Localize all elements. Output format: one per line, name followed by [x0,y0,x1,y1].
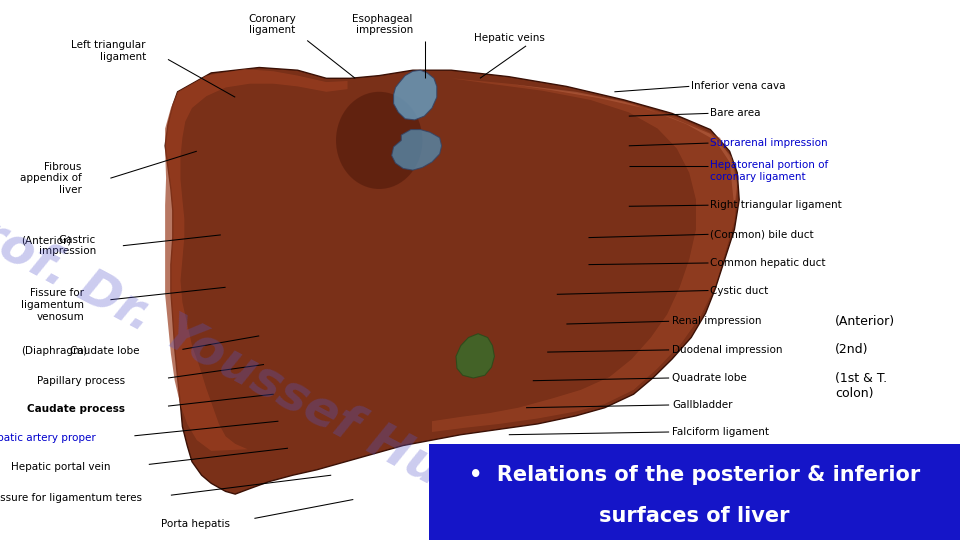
Text: Hepatic veins: Hepatic veins [474,33,545,43]
Text: Esophageal
impression: Esophageal impression [352,14,413,35]
FancyBboxPatch shape [429,444,960,540]
Text: Porta hepatis: Porta hepatis [161,519,230,529]
Text: Colic impression: Colic impression [672,478,758,488]
Text: (Anterior): (Anterior) [21,235,71,245]
Polygon shape [432,78,737,432]
Text: Coronary
ligament: Coronary ligament [248,14,296,35]
Text: Hepatorenal portion of
coronary ligament: Hepatorenal portion of coronary ligament [710,160,828,182]
Text: (1st & T.
colon): (1st & T. colon) [835,372,887,400]
Text: Duodenal impression: Duodenal impression [672,345,782,355]
Text: Caudate lobe: Caudate lobe [70,346,139,356]
Text: Hepatic portal vein: Hepatic portal vein [11,462,110,471]
Text: Inferior vena cava: Inferior vena cava [691,82,785,91]
Polygon shape [456,334,494,378]
Text: Caudate process: Caudate process [27,404,125,414]
Polygon shape [165,68,739,494]
Text: Quadrate lobe: Quadrate lobe [672,373,747,383]
Text: Fissure for
ligamentum
venosum: Fissure for ligamentum venosum [21,288,84,322]
Polygon shape [509,84,737,208]
Text: Gallbladder: Gallbladder [672,400,732,410]
Text: Common hepatic duct: Common hepatic duct [710,258,826,268]
Text: Cystic duct: Cystic duct [710,286,769,295]
Text: (Common) bile duct: (Common) bile duct [710,230,814,239]
Text: Fissure for ligamentum teres: Fissure for ligamentum teres [0,493,142,503]
Text: surfaces of liver: surfaces of liver [599,506,790,526]
Text: Falciform ligament: Falciform ligament [672,427,769,437]
Text: Fibrous
appendix of
liver: Fibrous appendix of liver [20,161,82,195]
Polygon shape [165,69,348,451]
Text: •  Relations of the posterior & inferior: • Relations of the posterior & inferior [468,464,921,484]
Text: (R. colic flexure): (R. colic flexure) [685,492,770,502]
Text: Hepatic artery proper: Hepatic artery proper [0,434,96,443]
Text: Round ligament of liver: Round ligament of liver [672,453,794,462]
Text: Gastric
impression: Gastric impression [38,235,96,256]
Text: Left triangular
ligament: Left triangular ligament [71,40,146,62]
Polygon shape [392,130,442,170]
Text: Renal impression: Renal impression [672,316,761,326]
Text: Suprarenal impression: Suprarenal impression [710,138,828,148]
Text: (Anterior): (Anterior) [835,315,896,328]
Text: (2nd): (2nd) [835,343,869,356]
Text: Prof. Dr. Youssef Hussein: Prof. Dr. Youssef Hussein [0,192,580,540]
Text: (Diaphragm): (Diaphragm) [21,346,87,356]
Polygon shape [394,70,437,120]
Text: Right triangular ligament: Right triangular ligament [710,200,842,210]
Text: Papillary process: Papillary process [36,376,125,386]
Ellipse shape [336,92,422,189]
Text: Bare area: Bare area [710,109,761,118]
